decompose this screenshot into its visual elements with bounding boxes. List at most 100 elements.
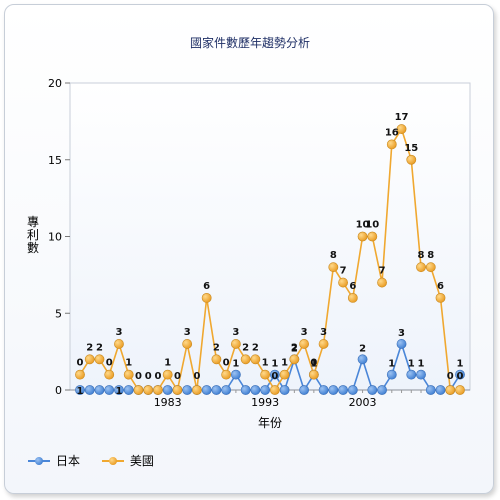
data-label: 3 (320, 327, 327, 338)
data-point (406, 154, 417, 165)
data-label: 1 (408, 359, 415, 370)
data-point (221, 369, 232, 380)
data-point (406, 369, 417, 380)
data-point (75, 385, 85, 395)
y-tick-label: 20 (48, 77, 62, 90)
data-point (75, 369, 85, 380)
data-label: 6 (349, 281, 356, 292)
data-point (357, 231, 368, 242)
data-point (269, 385, 280, 395)
data-point (201, 385, 212, 395)
data-label: 0 (310, 358, 317, 369)
data-point (221, 385, 232, 395)
data-label: 0 (271, 371, 278, 382)
data-point (211, 385, 222, 395)
x-tick-label: 1983 (154, 396, 182, 409)
data-point (338, 385, 348, 395)
data-point (367, 385, 378, 395)
data-point (114, 385, 124, 395)
data-point (123, 369, 134, 380)
data-label: 0 (174, 371, 181, 382)
legend-label-japan: 日本 (56, 454, 81, 468)
data-label: 8 (330, 250, 337, 261)
data-label: 1 (310, 359, 317, 370)
data-point (386, 369, 397, 380)
data-label: 8 (427, 250, 434, 261)
data-point (162, 385, 173, 395)
data-label: 1 (388, 359, 395, 370)
data-point (347, 385, 358, 395)
data-label: 6 (203, 281, 210, 292)
data-label: 1 (457, 359, 464, 370)
y-tick-label: 0 (55, 384, 62, 397)
data-point (201, 292, 212, 303)
data-point (279, 385, 290, 395)
legend-label-usa: 美國 (129, 454, 154, 468)
data-label: 15 (404, 143, 418, 154)
data-label: 2 (291, 343, 298, 354)
data-label: 0 (106, 358, 113, 369)
data-label: 1 (281, 358, 288, 369)
data-point (299, 339, 310, 349)
data-point (104, 369, 115, 380)
data-point (289, 354, 300, 365)
data-label: 3 (184, 327, 191, 338)
data-label: 2 (359, 343, 366, 354)
data-label: 2 (242, 342, 249, 353)
data-point (338, 277, 348, 288)
data-label: 1 (262, 358, 269, 369)
data-label: 2 (213, 342, 220, 353)
data-label: 2 (96, 342, 103, 353)
data-point (425, 262, 436, 273)
data-label: 1 (418, 359, 425, 370)
data-label: 0 (77, 358, 84, 369)
legend-item-japan: 日本 (28, 452, 80, 469)
data-point (328, 262, 339, 273)
data-label: 1 (271, 359, 278, 370)
data-label: 2 (291, 342, 298, 353)
y-tick-label: 15 (48, 154, 62, 167)
data-label: 2 (252, 342, 259, 353)
data-point (240, 385, 251, 395)
data-point (347, 292, 358, 303)
data-label: 0 (135, 371, 142, 382)
data-point (455, 385, 465, 395)
data-point (84, 385, 95, 395)
data-point (455, 369, 465, 380)
data-point (435, 385, 446, 395)
data-label: 0 (193, 371, 200, 382)
data-point (230, 339, 241, 349)
data-point (367, 231, 378, 242)
legend-marker-japan (28, 456, 50, 465)
plot-area (69, 82, 471, 391)
data-label: 10 (356, 220, 370, 231)
data-label: 7 (379, 266, 386, 277)
data-label: 8 (418, 250, 425, 261)
data-label: 0 (154, 371, 161, 382)
data-label: 3 (115, 327, 122, 338)
data-point (143, 385, 154, 395)
data-point (114, 339, 124, 349)
data-point (328, 385, 339, 395)
data-label: 3 (301, 327, 308, 338)
data-point (416, 369, 426, 380)
y-axis-label: 專利數 (27, 215, 39, 255)
data-label: 1 (232, 359, 239, 370)
data-point (318, 339, 329, 349)
data-label: 1 (164, 358, 171, 369)
x-tick-label: 2003 (349, 396, 377, 409)
data-point (162, 369, 173, 380)
data-point (425, 385, 436, 395)
data-label: 0 (457, 371, 464, 382)
data-label: 3 (232, 327, 239, 338)
data-point (94, 354, 105, 365)
data-point (386, 139, 397, 150)
data-point (279, 369, 290, 380)
data-point (299, 385, 310, 395)
chart-title: 國家件數歷年趨勢分析 (189, 36, 310, 50)
legend-item-usa: 美國 (101, 452, 154, 469)
data-point (182, 385, 193, 395)
data-point (445, 385, 456, 395)
data-point (192, 385, 202, 395)
